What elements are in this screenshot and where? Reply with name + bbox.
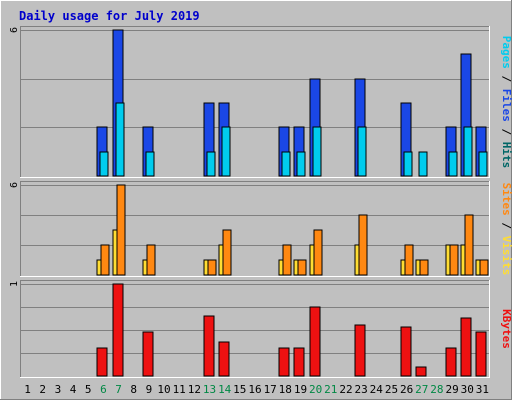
series-label-part: Hits: [500, 142, 512, 169]
x-tick-label-day-31: 31: [476, 383, 489, 396]
series-label-part: /: [500, 216, 512, 236]
bar-kbytes-day-26: [400, 326, 412, 377]
series-label: Sites / Visits: [500, 183, 512, 276]
x-tick-label-day-30: 30: [461, 383, 474, 396]
bar-pages-day-9: [145, 151, 155, 177]
x-tick-label-day-24: 24: [370, 383, 384, 396]
x-tick-label-day-23: 23: [354, 383, 367, 396]
x-tick-label-day-26: 26: [400, 383, 413, 396]
bar-pages-day-27: [418, 151, 428, 177]
x-tick-label-day-3: 3: [55, 383, 62, 396]
x-tick-label-day-9: 9: [146, 383, 153, 396]
x-tick-label-day-5: 5: [85, 383, 92, 396]
bar-sites-day-20: [313, 229, 323, 276]
bar-sites-day-26: [404, 244, 414, 276]
bar-sites-day-27: [419, 259, 429, 276]
bar-pages-day-7: [115, 102, 125, 177]
bar-pages-day-26: [403, 151, 413, 177]
x-tick-label-day-8: 8: [130, 383, 137, 396]
x-tick-label-day-4: 4: [70, 383, 77, 396]
series-label-part: Pages: [500, 36, 512, 69]
bar-pages-day-6: [99, 151, 109, 177]
x-tick-label-day-12: 12: [188, 383, 201, 396]
x-tick-label-day-6: 6: [100, 383, 107, 396]
x-tick-label-day-1: 1: [24, 383, 31, 396]
bar-kbytes-day-27: [415, 366, 427, 377]
bar-sites-day-18: [282, 244, 292, 276]
bar-kbytes-day-14: [218, 341, 230, 377]
bar-pages-day-20: [312, 126, 322, 177]
x-tick-label-day-29: 29: [445, 383, 458, 396]
bar-kbytes-day-29: [445, 347, 457, 377]
bar-pages-day-14: [221, 126, 231, 177]
bar-sites-day-13: [207, 259, 217, 276]
bar-sites-day-29: [449, 244, 459, 276]
x-tick-label-day-21: 21: [324, 383, 337, 396]
y-max-label: 6: [9, 27, 20, 33]
bar-sites-day-6: [100, 244, 110, 276]
bar-pages-day-13: [206, 151, 216, 177]
x-tick-label-day-10: 10: [157, 383, 170, 396]
bar-kbytes-day-7: [112, 283, 124, 377]
bar-sites-day-30: [464, 214, 474, 276]
series-label-part: /: [500, 122, 512, 142]
bar-kbytes-day-13: [203, 315, 215, 377]
bar-pages-day-30: [463, 126, 473, 177]
y-max-label: 1: [9, 281, 20, 287]
bar-pages-day-31: [478, 151, 488, 177]
x-tick-label-day-17: 17: [264, 383, 277, 396]
series-label-part: Visits: [500, 236, 512, 276]
bottom-panel: 1 KBytes: [9, 280, 512, 378]
bar-kbytes-day-31: [475, 331, 487, 377]
series-label-part: Sites: [500, 183, 512, 216]
x-tick-label-day-11: 11: [173, 383, 186, 396]
series-label-part: KBytes: [500, 309, 512, 349]
bar-kbytes-day-30: [460, 317, 472, 377]
x-tick-label-day-16: 16: [248, 383, 261, 396]
x-tick-label-day-20: 20: [309, 383, 322, 396]
x-tick-label-day-19: 19: [294, 383, 307, 396]
bar-kbytes-day-6: [96, 347, 108, 377]
series-label-part: /: [500, 69, 512, 89]
x-tick-label-day-18: 18: [279, 383, 292, 396]
bar-kbytes-day-18: [278, 347, 290, 377]
bar-pages-day-18: [281, 151, 291, 177]
x-tick-label-day-28: 28: [430, 383, 443, 396]
x-tick-label-day-22: 22: [339, 383, 352, 396]
series-label: Pages / Files / Hits: [500, 36, 512, 169]
series-label: KBytes: [500, 309, 512, 349]
bar-sites-day-14: [222, 229, 232, 276]
bar-kbytes-day-20: [309, 306, 321, 377]
middle-panel: 6 Sites / Visits: [9, 181, 512, 277]
x-tick-label-day-14: 14: [218, 383, 232, 396]
y-max-label: 6: [9, 182, 20, 188]
top-panel: 6 Pages / Files / Hits: [9, 26, 512, 178]
bar-sites-day-9: [146, 244, 156, 276]
x-tick-label-day-25: 25: [385, 383, 398, 396]
bar-sites-day-31: [479, 259, 489, 276]
chart-title: Daily usage for July 2019: [19, 9, 200, 23]
bar-kbytes-day-19: [293, 347, 305, 377]
x-tick-label-day-27: 27: [415, 383, 428, 396]
panel-background: [20, 280, 490, 378]
x-tick-label-day-2: 2: [39, 383, 46, 396]
x-tick-label-day-15: 15: [233, 383, 246, 396]
bar-sites-day-23: [358, 214, 368, 276]
bar-pages-day-19: [296, 151, 306, 177]
bar-sites-day-19: [297, 259, 307, 276]
chart-panels: 6 Pages / Files / Hits 6 Sites / Visits 1 KBy…: [9, 26, 512, 378]
bar-sites-day-7: [116, 184, 126, 276]
bar-kbytes-day-9: [142, 331, 154, 377]
bar-kbytes-day-23: [354, 324, 366, 377]
x-tick-label-day-13: 13: [203, 383, 216, 396]
bar-pages-day-29: [448, 151, 458, 177]
x-tick-label-day-7: 7: [115, 383, 122, 396]
bar-pages-day-23: [357, 126, 367, 177]
series-label-part: Files: [500, 89, 512, 122]
x-axis-labels: 1 2 3 4 5 6 7 8 9 10 11 12 13 14 15 16 17 18 19 20 21 22 23 24 2…: [24, 383, 489, 396]
